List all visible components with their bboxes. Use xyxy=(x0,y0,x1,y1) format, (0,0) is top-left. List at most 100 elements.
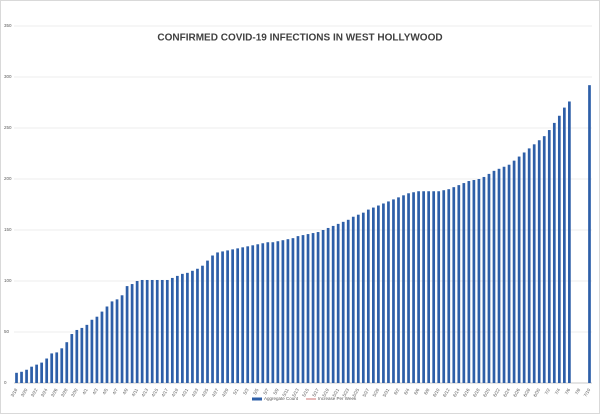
bar xyxy=(452,187,456,383)
bar xyxy=(201,265,204,383)
legend-swatch xyxy=(252,397,262,401)
x-tick-label: 5/19 xyxy=(321,387,330,398)
bar xyxy=(356,214,360,383)
x-tick-label: 3/24 xyxy=(40,387,49,398)
bar xyxy=(45,358,49,383)
bar xyxy=(291,238,295,383)
bar xyxy=(186,272,189,383)
y-tick-label: 250 xyxy=(4,125,12,130)
bar xyxy=(477,179,481,383)
bar xyxy=(442,190,446,383)
bar xyxy=(85,324,89,383)
x-tick-label: 7/8 xyxy=(574,387,582,395)
bar xyxy=(427,191,431,383)
bar xyxy=(422,191,425,383)
x-tick-label: 4/19 xyxy=(171,387,180,398)
bar xyxy=(251,245,255,383)
bar xyxy=(115,299,119,383)
bar xyxy=(336,223,340,383)
bar xyxy=(472,180,476,383)
x-tick-label: 5/17 xyxy=(311,387,320,398)
bar xyxy=(40,362,44,383)
bar xyxy=(326,227,330,383)
bar xyxy=(527,148,531,383)
bar xyxy=(547,130,551,383)
x-tick-label: 6/2 xyxy=(393,387,401,395)
x-tick-label: 5/27 xyxy=(362,387,371,398)
x-tick-label: 5/1 xyxy=(232,387,240,395)
bar xyxy=(387,201,390,383)
bar xyxy=(130,284,134,383)
bar xyxy=(271,242,275,383)
bar xyxy=(296,236,300,383)
bar xyxy=(150,279,154,383)
x-tick-label: 6/30 xyxy=(532,387,541,398)
x-tick-label: 6/26 xyxy=(512,387,521,398)
x-tick-label: 6/14 xyxy=(452,387,461,398)
bar xyxy=(542,136,546,383)
bar xyxy=(25,369,28,383)
y-tick-label: 0 xyxy=(4,380,7,385)
bar xyxy=(100,311,104,383)
bar xyxy=(432,191,436,383)
bar xyxy=(160,279,164,383)
bar xyxy=(301,235,305,383)
bar xyxy=(402,195,405,383)
x-tick-label: 4/17 xyxy=(160,387,169,398)
bar xyxy=(75,329,79,383)
bar xyxy=(412,192,415,383)
bar xyxy=(417,191,420,383)
bar xyxy=(125,286,129,383)
bar xyxy=(482,176,486,383)
x-tick-label: 5/15 xyxy=(301,387,310,398)
bar xyxy=(90,319,94,383)
x-tick-label: 4/11 xyxy=(130,387,139,397)
bar xyxy=(261,243,265,383)
bar xyxy=(165,279,169,383)
bar xyxy=(366,209,370,383)
x-tick-label: 5/31 xyxy=(382,387,391,398)
bar xyxy=(588,85,591,383)
legend-label: Increase Per Week xyxy=(318,396,357,401)
bar xyxy=(507,164,511,383)
x-tick-label: 6/10 xyxy=(432,387,441,398)
bar xyxy=(211,255,214,383)
bar xyxy=(226,250,229,383)
bar xyxy=(532,144,536,383)
bar xyxy=(236,248,240,383)
x-tick-label: 5/11 xyxy=(281,387,290,397)
x-tick-label: 4/1 xyxy=(81,387,89,395)
x-tick-label: 3/26 xyxy=(50,387,59,398)
bar xyxy=(155,279,159,383)
bar xyxy=(457,185,461,383)
x-tick-label: 4/29 xyxy=(221,387,230,398)
bar xyxy=(377,205,380,383)
bar xyxy=(256,244,260,383)
bar xyxy=(191,270,194,383)
bar xyxy=(316,232,320,383)
bar xyxy=(246,246,250,383)
x-tick-label: 4/15 xyxy=(150,387,159,398)
bar xyxy=(537,140,541,383)
bar xyxy=(502,166,506,383)
x-tick-label: 6/4 xyxy=(403,387,411,395)
bar xyxy=(447,189,451,383)
bar xyxy=(231,249,234,383)
bar xyxy=(517,156,521,383)
bar xyxy=(392,199,395,383)
bar xyxy=(492,170,496,383)
bar xyxy=(105,306,109,383)
y-tick-label: 100 xyxy=(4,278,12,283)
x-tick-label: 7/2 xyxy=(544,387,552,395)
bar xyxy=(281,240,285,383)
bar xyxy=(196,268,199,383)
y-tick-label: 200 xyxy=(4,176,12,181)
x-tick-label: 6/6 xyxy=(413,387,421,395)
bar xyxy=(497,168,501,383)
x-tick-label: 4/25 xyxy=(201,387,210,398)
bar xyxy=(55,352,59,383)
bar xyxy=(568,101,571,383)
x-tick-label: 5/5 xyxy=(252,387,260,395)
bar xyxy=(351,216,355,383)
